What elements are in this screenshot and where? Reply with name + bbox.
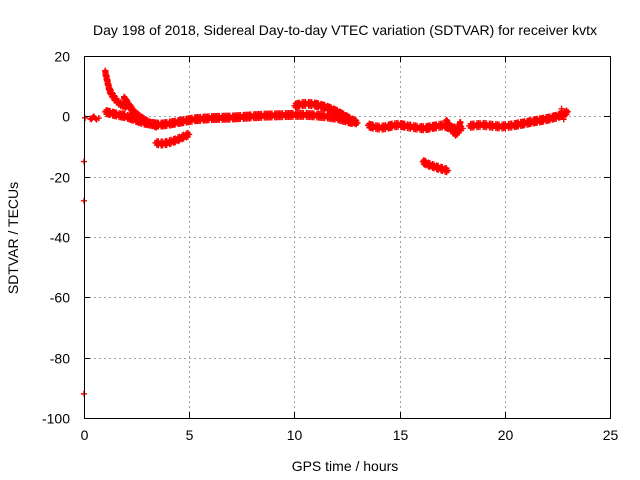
x-tick-label: 20 [498,427,514,443]
data-point [111,92,118,99]
y-tick-label: -40 [50,230,70,246]
y-tick-label: 0 [62,109,70,125]
data-point [109,89,116,96]
data-point [443,116,450,123]
data-point [123,96,130,103]
chart-title: Day 198 of 2018, Sidereal Day-to-day VTE… [93,22,597,38]
data-point [447,122,454,129]
x-tick-label: 10 [287,427,303,443]
data-point [560,116,567,123]
y-tick-labels: -100 -80 -60 -40 -20 0 20 [42,49,70,427]
data-points [81,67,571,397]
x-tick-labels: 0 5 10 15 20 25 [81,427,619,443]
y-tick-label: -80 [50,351,70,367]
data-point [139,114,146,121]
y-axis-label: SDTVAR / TECUs [5,182,21,294]
data-point [95,115,102,122]
y-tick-label: -20 [50,170,70,186]
data-point [339,109,346,116]
data-point [354,119,361,126]
data-point [558,105,565,112]
data-point [135,111,142,118]
y-tick-label: -60 [50,290,70,306]
data-point [564,108,571,115]
data-point [127,102,134,109]
x-tick-label: 0 [81,427,89,443]
y-tick-label: -100 [42,411,70,427]
data-point [345,113,352,120]
data-point [82,114,89,121]
data-point [154,122,161,129]
y-tick-label: 20 [54,49,70,65]
data-point [129,109,136,116]
x-tick-label: 25 [603,427,619,443]
data-point [120,93,127,100]
data-point [445,119,452,126]
data-point [186,131,193,138]
x-axis-label: GPS time / hours [292,458,399,474]
x-tick-label: 15 [393,427,409,443]
data-point [444,167,451,174]
x-tick-label: 5 [186,427,194,443]
plot-frame [84,56,611,419]
data-point [457,119,464,126]
